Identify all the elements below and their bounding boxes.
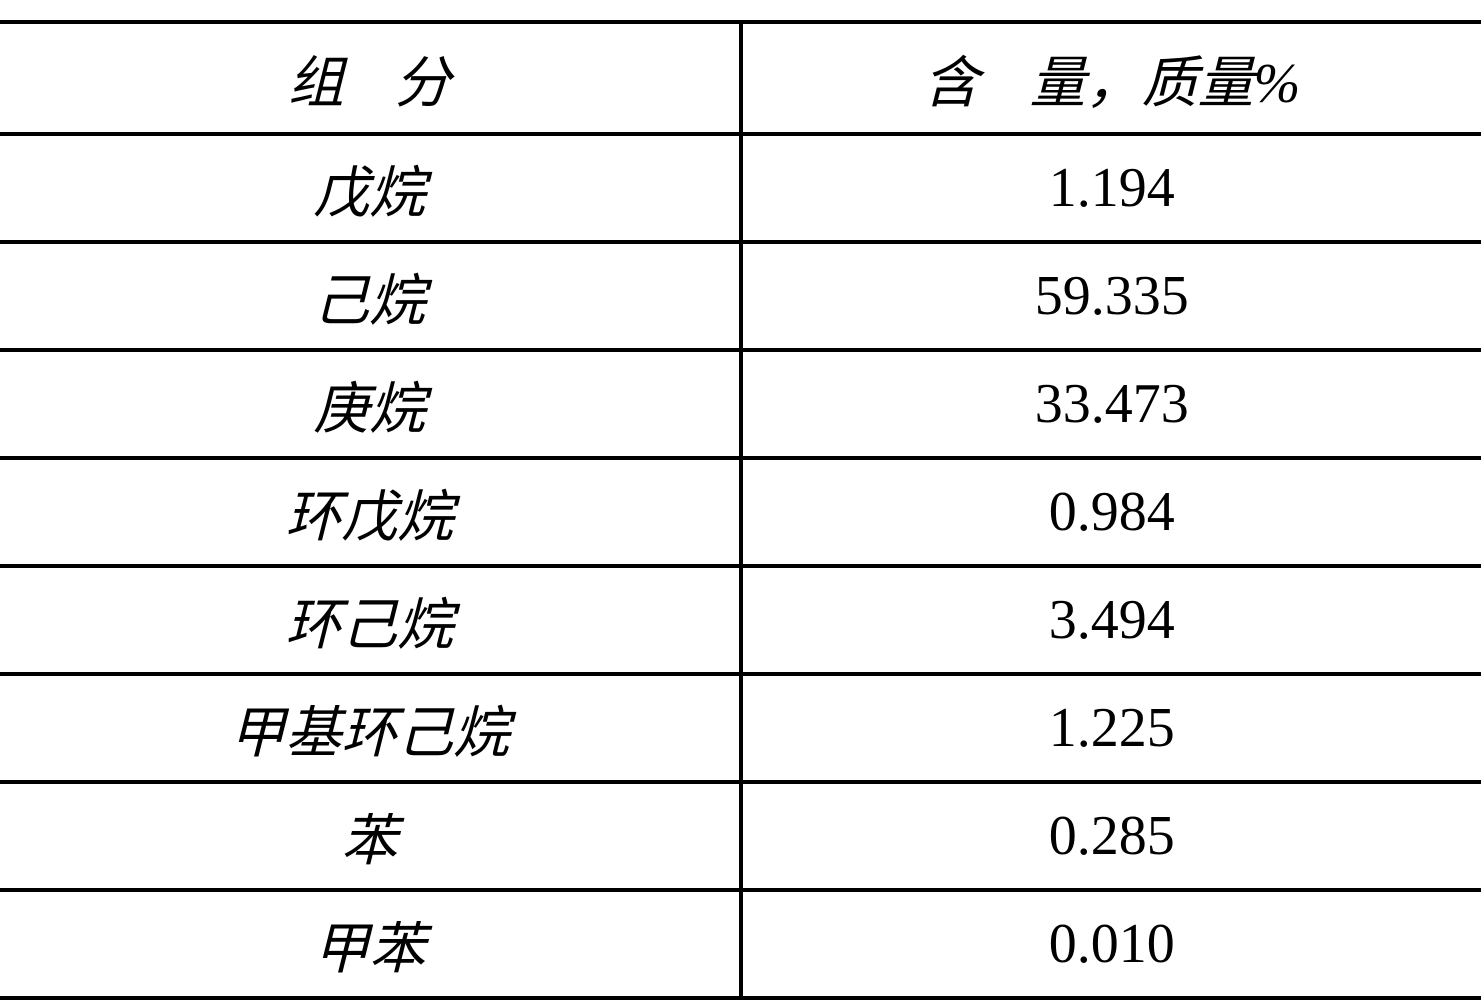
value-cell: 59.335 bbox=[741, 242, 1481, 350]
table-row: 庚烷 33.473 bbox=[0, 350, 1481, 458]
table-row: 戊烷 1.194 bbox=[0, 134, 1481, 242]
header-value-part2: 量，质量% bbox=[1030, 53, 1301, 115]
table-header-row: 组分 含量，质量% bbox=[0, 22, 1481, 134]
component-cell: 环戊烷 bbox=[0, 458, 741, 566]
component-cell: 戊烷 bbox=[0, 134, 741, 242]
component-cell: 环己烷 bbox=[0, 566, 741, 674]
table-row: 甲基环己烷 1.225 bbox=[0, 674, 1481, 782]
table-row: 己烷 59.335 bbox=[0, 242, 1481, 350]
value-cell: 3.494 bbox=[741, 566, 1481, 674]
component-cell: 庚烷 bbox=[0, 350, 741, 458]
component-cell: 己烷 bbox=[0, 242, 741, 350]
table-row: 苯 0.285 bbox=[0, 782, 1481, 890]
table-row: 环戊烷 0.984 bbox=[0, 458, 1481, 566]
value-cell: 0.984 bbox=[741, 458, 1481, 566]
value-cell: 0.010 bbox=[741, 890, 1481, 998]
composition-table: 组分 含量，质量% 戊烷 1.194 己烷 59.335 庚烷 33.473 环… bbox=[0, 20, 1481, 1000]
header-component-part1: 组 bbox=[288, 53, 344, 115]
value-cell: 1.194 bbox=[741, 134, 1481, 242]
header-value-part1: 含 bbox=[923, 53, 979, 115]
header-component: 组分 bbox=[0, 22, 741, 134]
component-cell: 苯 bbox=[0, 782, 741, 890]
table-row: 环己烷 3.494 bbox=[0, 566, 1481, 674]
value-cell: 33.473 bbox=[741, 350, 1481, 458]
table-page: { "table": { "header": { "col1_part1": "… bbox=[0, 0, 1481, 996]
value-cell: 0.285 bbox=[741, 782, 1481, 890]
header-component-part2: 分 bbox=[394, 53, 450, 115]
table-row: 甲苯 0.010 bbox=[0, 890, 1481, 998]
component-cell: 甲苯 bbox=[0, 890, 741, 998]
value-cell: 1.225 bbox=[741, 674, 1481, 782]
component-cell: 甲基环己烷 bbox=[0, 674, 741, 782]
header-value: 含量，质量% bbox=[741, 22, 1481, 134]
